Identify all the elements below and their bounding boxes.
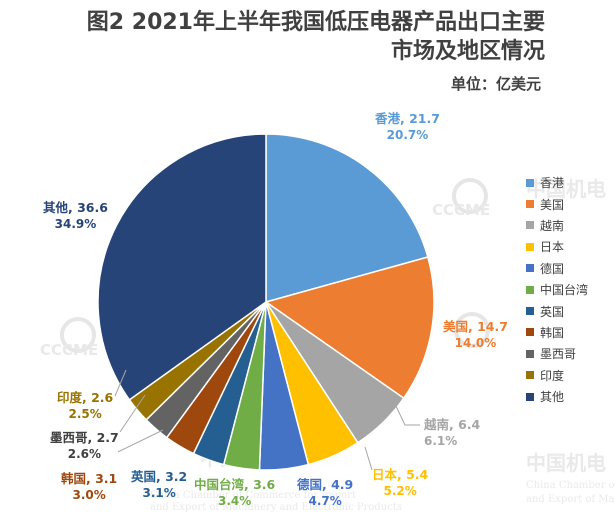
legend-item: 韩国 <box>526 322 588 343</box>
data-label-日本: 日本, 5.4 5.2% <box>372 466 428 500</box>
data-label-percent: 14.0% <box>454 336 497 350</box>
data-label-value: 德国, 4.9 <box>297 477 354 492</box>
data-label-德国: 德国, 4.9 4.7% <box>297 476 353 510</box>
data-label-英国: 英国, 3.2 3.1% <box>131 468 187 502</box>
legend-label: 墨西哥 <box>540 347 577 362</box>
legend-swatch <box>526 307 534 316</box>
data-label-中国台湾: 中国台湾, 3.6 3.4% <box>194 476 275 510</box>
data-label-value: 墨西哥, 2.7 <box>50 430 119 445</box>
legend-label: 越南 <box>540 218 565 233</box>
legend-item: 日本 <box>526 236 588 257</box>
data-label-香港: 香港, 21.7 20.7% <box>375 110 440 144</box>
data-label-value: 越南, 6.4 <box>424 417 481 432</box>
data-label-其他: 其他, 36.6 34.9% <box>43 199 108 233</box>
legend-label: 德国 <box>540 261 565 276</box>
data-label-value: 香港, 21.7 <box>375 111 440 126</box>
data-label-美国: 美国, 14.7 14.0% <box>443 318 508 352</box>
legend-swatch <box>526 285 534 294</box>
chart-title-line2: 市场及地区情况 <box>390 39 545 65</box>
legend-item: 越南 <box>526 215 588 236</box>
data-label-越南: 越南, 6.4 6.1% <box>424 416 480 450</box>
data-label-value: 日本, 5.4 <box>372 467 429 482</box>
legend-label: 其他 <box>540 390 565 405</box>
legend-label: 韩国 <box>540 325 565 340</box>
legend-item: 香港 <box>526 172 588 193</box>
data-label-percent: 4.7% <box>308 494 342 508</box>
leader-line-4 <box>117 429 164 453</box>
data-label-value: 美国, 14.7 <box>443 319 508 334</box>
data-label-印度: 印度, 2.6 2.5% <box>57 389 113 423</box>
data-label-墨西哥: 墨西哥, 2.7 2.6% <box>50 429 119 463</box>
data-label-value: 韩国, 3.1 <box>61 471 118 486</box>
legend-label: 日本 <box>540 240 565 255</box>
legend-item: 墨西哥 <box>526 343 588 364</box>
legend-item: 其他 <box>526 386 588 407</box>
legend-swatch <box>526 178 534 187</box>
legend-item: 印度 <box>526 365 588 386</box>
legend: 香港美国越南日本德国中国台湾英国韩国墨西哥印度其他 <box>526 172 588 407</box>
leader-line-2 <box>114 369 127 397</box>
chart-title-line1: 图2 2021年上半年我国低压电器产品出口主要 <box>86 10 545 35</box>
data-label-percent: 34.9% <box>54 217 97 231</box>
legend-label: 美国 <box>540 197 565 212</box>
legend-item: 美国 <box>526 193 588 214</box>
legend-label: 印度 <box>540 368 565 383</box>
leader-line-0 <box>393 401 420 426</box>
data-label-percent: 3.0% <box>72 488 106 502</box>
leader-line-1 <box>364 446 373 471</box>
leader-line-3 <box>119 394 146 433</box>
legend-item: 英国 <box>526 300 588 321</box>
legend-swatch <box>526 328 534 337</box>
legend-swatch <box>526 242 534 251</box>
chart-title: 图2 2021年上半年我国低压电器产品出口主要 市场及地区情况 <box>87 8 545 66</box>
data-label-value: 印度, 2.6 <box>57 390 114 405</box>
legend-swatch <box>526 200 534 209</box>
legend-label: 香港 <box>540 176 565 191</box>
data-label-percent: 2.5% <box>68 407 102 421</box>
legend-swatch <box>526 221 534 230</box>
pie-slice-0 <box>265 133 429 303</box>
data-label-percent: 2.6% <box>67 447 102 461</box>
data-label-percent: 6.1% <box>424 434 458 448</box>
data-label-value: 中国台湾, 3.6 <box>194 477 276 492</box>
chart-unit: 单位：亿美元 <box>450 75 541 93</box>
data-label-value: 其他, 36.6 <box>43 200 108 215</box>
data-label-韩国: 韩国, 3.1 3.0% <box>61 470 117 504</box>
legend-swatch <box>526 349 534 358</box>
data-label-percent: 3.4% <box>217 494 252 508</box>
data-label-percent: 20.7% <box>386 128 429 142</box>
legend-label: 中国台湾 <box>540 283 589 298</box>
legend-swatch <box>526 264 534 273</box>
data-label-percent: 5.2% <box>383 484 417 498</box>
legend-item: 德国 <box>526 258 588 279</box>
data-label-percent: 3.1% <box>142 486 176 500</box>
legend-label: 英国 <box>540 304 565 319</box>
data-label-value: 英国, 3.2 <box>131 469 188 484</box>
pie-slice-1 <box>264 256 435 400</box>
legend-swatch <box>526 392 534 401</box>
pie-slice-10 <box>97 133 267 401</box>
legend-swatch <box>526 371 534 380</box>
legend-item: 中国台湾 <box>526 279 588 300</box>
